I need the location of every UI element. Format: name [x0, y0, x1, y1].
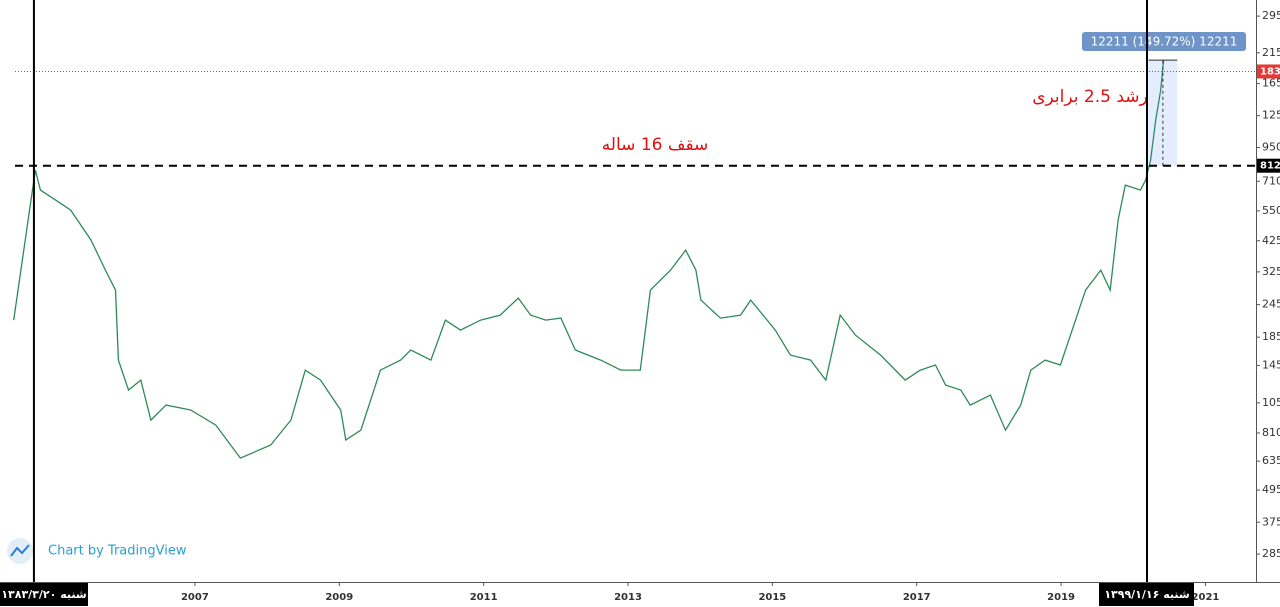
y-tick-label: 425	[1262, 234, 1280, 247]
y-tick-label: 495	[1262, 483, 1280, 496]
x-tick-label: 2021	[1192, 592, 1220, 603]
y-tick-label: 810	[1262, 426, 1280, 439]
measure-label-box	[1082, 32, 1246, 51]
y-tick-label: 325	[1262, 265, 1280, 278]
measure-label: 12211 (149.72%) 12211	[1091, 35, 1238, 49]
y-tick-label: 285	[1262, 547, 1280, 560]
x-tick-label: 2015	[758, 592, 786, 603]
y-tick-label: 295	[1262, 9, 1280, 22]
y-tick-label: 950	[1262, 140, 1280, 153]
price-label-box	[1257, 64, 1280, 79]
y-tick-label: 245	[1262, 298, 1280, 311]
y-tick-label: 165	[1262, 76, 1280, 89]
watermark-text: Chart by TradingView	[48, 544, 187, 559]
y-tick-label: 125	[1262, 109, 1280, 122]
y-tick-label: 635	[1262, 454, 1280, 467]
date-label-box	[1099, 583, 1195, 606]
y-tick-label: 215	[1262, 46, 1280, 59]
y-tick-label: 105	[1262, 396, 1280, 409]
date-label: شنبه ۱۳۹۹/۱/۱۶	[1104, 588, 1189, 601]
date-label-box	[0, 583, 88, 606]
annotation: سقف 16 ساله	[602, 135, 709, 155]
y-tick-label: 550	[1262, 204, 1280, 217]
x-tick-label: 2009	[325, 592, 353, 603]
y-tick-label: 710	[1262, 174, 1280, 187]
price-line	[13, 60, 1165, 459]
price-label: 812	[1260, 161, 1280, 172]
y-tick-label: 145	[1262, 358, 1280, 371]
date-label: شنبه ۱۳۸۳/۳/۲۰	[1, 588, 86, 601]
x-tick-label: 2011	[470, 592, 498, 603]
logo-mark	[10, 544, 30, 557]
y-tick-label: 185	[1262, 330, 1280, 343]
x-tick-label: 2019	[1047, 592, 1075, 603]
x-tick-label: 2017	[903, 592, 931, 603]
y-tick-label: 375	[1262, 515, 1280, 528]
annotation: رشد 2.5 برابری	[1032, 87, 1147, 107]
watermark: Chart by TradingView	[7, 538, 187, 564]
measure-box	[1148, 60, 1178, 166]
price-label: 183	[1260, 66, 1280, 77]
price-label-box	[1257, 158, 1280, 173]
x-tick-label: 2007	[181, 592, 209, 603]
x-tick-label: 2013	[614, 592, 642, 603]
